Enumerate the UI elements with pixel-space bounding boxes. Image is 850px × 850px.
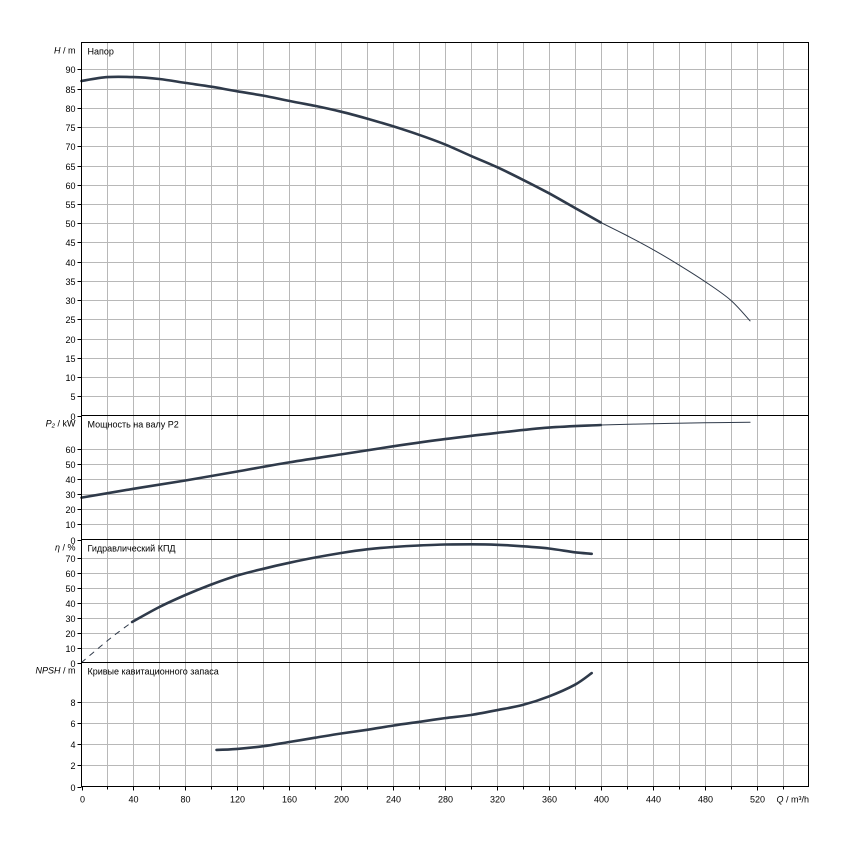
curve-layer: [80, 75, 751, 752]
y-tick-label: 70: [65, 554, 75, 564]
x-tick-label: 520: [750, 795, 765, 805]
head-curve-thick: [80, 75, 603, 224]
x-axis-label: Q / m³/h: [776, 795, 809, 805]
y-tick-label: 60: [65, 181, 75, 191]
y-tick-label: 30: [65, 614, 75, 624]
power-y-axis-label: P₂ / kW: [46, 419, 76, 429]
y-tick-label: 8: [70, 698, 75, 708]
y-tick-label: 25: [65, 315, 75, 325]
y-tick-label: 6: [70, 719, 75, 729]
y-tick-label: 4: [70, 740, 75, 750]
y-tick-label: 75: [65, 123, 75, 133]
y-tick-label: 60: [65, 445, 75, 455]
y-tick-label: 10: [65, 644, 75, 654]
head-panel-title: Напор: [88, 47, 114, 57]
y-tick-label: 50: [65, 584, 75, 594]
y-tick-label: 15: [65, 354, 75, 364]
y-tick-label: 85: [65, 85, 75, 95]
power-curve-thick: [80, 423, 603, 499]
y-tick-label: 30: [65, 490, 75, 500]
efficiency-curve-dashed: [81, 621, 133, 663]
frame-layer: [77, 42, 809, 791]
y-tick-label: 10: [65, 373, 75, 383]
x-tick-label: 400: [594, 795, 609, 805]
x-tick-label: 40: [128, 795, 138, 805]
y-tick-label: 90: [65, 65, 75, 75]
y-tick-label: 30: [65, 296, 75, 306]
x-tick-label: 120: [230, 795, 245, 805]
y-tick-label: 0: [70, 536, 75, 546]
x-tick-label: 280: [438, 795, 453, 805]
y-tick-label: 20: [65, 335, 75, 345]
x-tick-label: 200: [334, 795, 349, 805]
y-tick-label: 20: [65, 629, 75, 639]
y-tick-label: 10: [65, 520, 75, 530]
power-panel-title: Мощность на валу P2: [88, 420, 179, 430]
y-tick-label: 50: [65, 460, 75, 470]
npsh-panel-title: Кривые кавитационного запаса: [88, 667, 219, 677]
npsh-curve-thick: [215, 671, 593, 752]
x-tick-label: 360: [542, 795, 557, 805]
y-tick-label: 60: [65, 569, 75, 579]
efficiency-y-axis-label: η / %: [55, 543, 76, 553]
y-tick-label: 0: [70, 783, 75, 793]
head-curve-thin: [600, 222, 751, 322]
y-tick-label: 70: [65, 142, 75, 152]
y-tick-label: 0: [70, 659, 75, 669]
y-tick-label: 55: [65, 200, 75, 210]
npsh-y-axis-label: NPSH / m: [35, 666, 75, 676]
y-tick-label: 2: [70, 761, 75, 771]
head-y-axis-label: H / m: [54, 46, 76, 56]
x-tick-label: 440: [646, 795, 661, 805]
power-curve-thin: [600, 421, 751, 426]
y-tick-label: 0: [70, 412, 75, 422]
y-tick-label: 20: [65, 505, 75, 515]
y-tick-label: 5: [70, 392, 75, 402]
y-tick-label: 80: [65, 104, 75, 114]
y-tick-label: 35: [65, 277, 75, 287]
x-tick-label: 80: [180, 795, 190, 805]
x-tick-label: 320: [490, 795, 505, 805]
x-tick-label: 160: [282, 795, 297, 805]
x-tick-label: 480: [698, 795, 713, 805]
efficiency-panel-title: Гидравлический КПД: [88, 544, 176, 554]
x-tick-label: 240: [386, 795, 401, 805]
y-tick-label: 65: [65, 162, 75, 172]
y-tick-label: 45: [65, 238, 75, 248]
x-tick-label: 0: [80, 795, 85, 805]
y-tick-label: 50: [65, 219, 75, 229]
y-tick-label: 40: [65, 599, 75, 609]
efficiency-curve-thick: [130, 543, 593, 624]
y-tick-label: 40: [65, 258, 75, 268]
y-tick-label: 40: [65, 475, 75, 485]
